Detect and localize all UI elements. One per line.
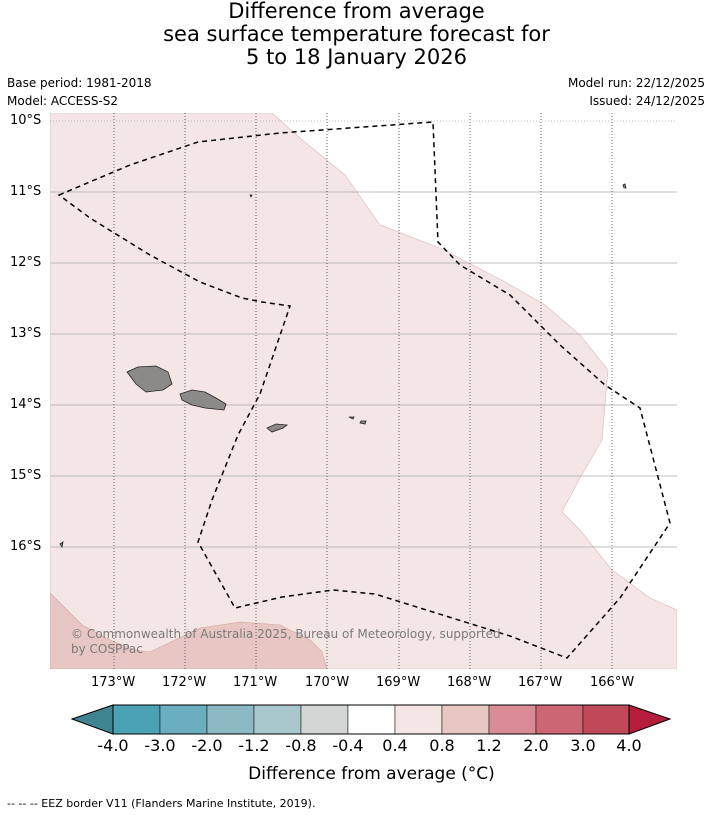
lat-label-13s: 13°S <box>10 326 42 341</box>
land <box>59 183 627 549</box>
anomaly-region-0.8-1.2 <box>50 592 328 669</box>
copyright-notice: © Commonwealth of Australia 2025, Bureau… <box>71 627 501 657</box>
eez-border <box>57 121 671 659</box>
colorbar-outline <box>112 704 630 735</box>
colorbar-label-7: 0.8 <box>429 736 455 755</box>
copyright-line-2: by COSPPac <box>71 642 143 656</box>
base-period: Base period: 1981-2018 <box>7 76 152 90</box>
lon-label-167w: 167°W <box>518 675 563 690</box>
issued-date: Issued: 24/12/2025 <box>589 94 705 108</box>
lat-label-10s: 10°S <box>10 113 42 128</box>
small-islet <box>249 194 253 198</box>
map-title: Difference from average sea surface temp… <box>0 0 713 69</box>
title-line-1: Difference from average <box>228 0 485 23</box>
lon-label-166w: 166°W <box>590 675 635 690</box>
map-area <box>50 113 677 669</box>
colorbar-box-2 <box>159 704 208 735</box>
small-islet-east <box>622 183 627 189</box>
colorbar-label-9: 2.0 <box>523 736 549 755</box>
colorbar-box-10 <box>535 704 584 735</box>
eez-legend-footer: -- -- -- EEZ border V11 (Flanders Marine… <box>7 797 316 810</box>
colorbar-label-0: -4.0 <box>97 736 129 755</box>
savaii-island <box>126 365 173 393</box>
lat-label-15s: 15°S <box>10 468 42 483</box>
colorbar-label-4: -0.8 <box>285 736 317 755</box>
colorbar-label-5: -0.4 <box>332 736 364 755</box>
colorbar-box-7 <box>394 704 443 735</box>
lon-label-173w: 173°W <box>91 675 136 690</box>
title-line-3: 5 to 18 January 2026 <box>246 45 467 69</box>
tutuila-island <box>266 423 289 433</box>
meta-right: Model run: 22/12/2025 Issued: 24/12/2025 <box>568 74 705 110</box>
lon-label-172w: 172°W <box>162 675 207 690</box>
anomaly-region-0.4-0.8 <box>50 113 677 669</box>
colorbar-label-3: -1.2 <box>238 736 270 755</box>
lat-label-12s: 12°S <box>10 255 42 270</box>
colorbar-arrow-right <box>628 704 672 735</box>
lon-label-169w: 169°W <box>376 675 421 690</box>
colorbar-box-4 <box>253 704 302 735</box>
colorbar-title: Difference from average (°C) <box>248 764 495 784</box>
model-name: Model: ACCESS-S2 <box>7 94 119 108</box>
title-line-2: sea surface temperature forecast for <box>163 22 550 46</box>
colorbar-box-8 <box>441 704 490 735</box>
colorbar-box-11 <box>582 704 630 735</box>
colorbar-label-11: 4.0 <box>616 736 642 755</box>
colorbar-arrow-left <box>70 704 114 735</box>
colorbar-box-1 <box>112 704 161 735</box>
colorbar-box-5 <box>300 704 349 735</box>
lat-label-16s: 16°S <box>10 539 42 554</box>
colorbar-box-3 <box>206 704 255 735</box>
small-islet-southwest <box>59 541 64 549</box>
lon-label-168w: 168°W <box>447 675 492 690</box>
colorbar-label-6: 0.4 <box>382 736 408 755</box>
upolu-island <box>179 389 227 411</box>
lat-gridlines <box>50 120 677 548</box>
manua-islands <box>348 416 367 425</box>
colorbar-label-8: 1.2 <box>476 736 502 755</box>
colorbar-label-10: 3.0 <box>570 736 596 755</box>
lat-label-11s: 11°S <box>10 184 42 199</box>
lon-label-170w: 170°W <box>305 675 350 690</box>
model-run: Model run: 22/12/2025 <box>567 76 705 90</box>
colorbar-box-9 <box>488 704 537 735</box>
colorbar <box>70 704 672 735</box>
meta-left: Base period: 1981-2018 Model: ACCESS-S2 <box>7 74 152 110</box>
lat-label-14s: 14°S <box>10 397 42 412</box>
colorbar-label-2: -2.0 <box>191 736 223 755</box>
colorbar-label-1: -3.0 <box>144 736 176 755</box>
colorbar-box-6 <box>347 704 396 735</box>
lon-label-171w: 171°W <box>233 675 278 690</box>
copyright-line-1: © Commonwealth of Australia 2025, Bureau… <box>71 627 501 641</box>
